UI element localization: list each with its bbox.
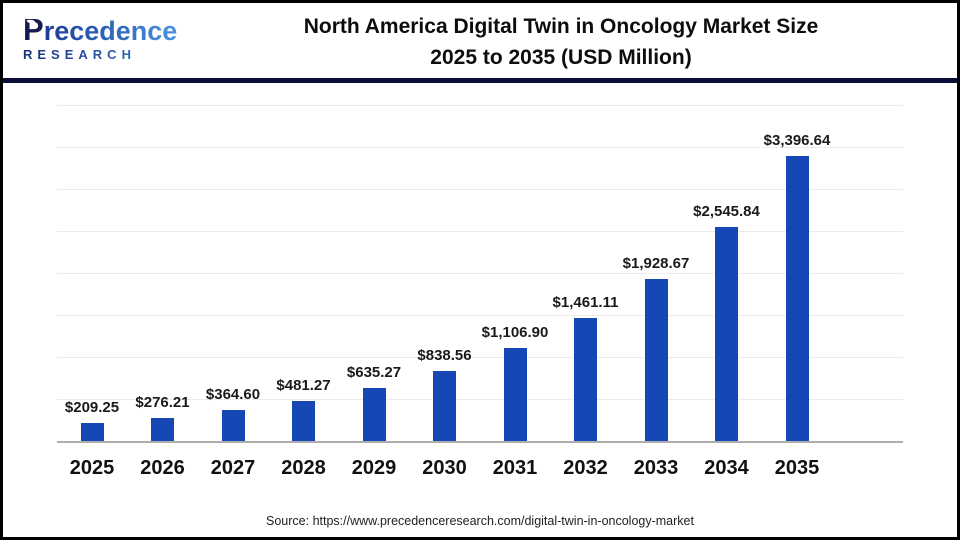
logo-wordmark-rest: recedence (43, 16, 178, 46)
header-separator (3, 78, 957, 83)
bar-value-label-2034: $2,545.84 (693, 203, 760, 221)
gridline (57, 147, 903, 148)
bar-2032 (574, 318, 597, 441)
x-axis-label-2033: 2033 (633, 457, 679, 479)
bar-2031 (503, 348, 527, 441)
bar-value-label-2032: $1,461.11 (552, 294, 619, 312)
logo-subtitle: RESEARCH (23, 48, 177, 61)
gridline (57, 357, 903, 358)
bar-value-label-2028: $481.27 (276, 376, 331, 394)
chart-region: $209.25 $276.21 $364.60 $481.27 $635.27 $838.… (3, 83, 957, 537)
source-attribution: Source: https://www.precedenceresearch.c… (266, 514, 694, 528)
gridline (57, 105, 903, 106)
precedence-research-logo: P recedence RESEARCH (23, 14, 177, 61)
x-axis-label-2032: 2032 (563, 457, 608, 479)
gridline (57, 399, 903, 400)
plot-area: $209.25 $276.21 $364.60 $481.27 $635.27 $838.… (57, 105, 903, 443)
page-title: North America Digital Twin in Oncology M… (173, 11, 949, 73)
bar-value-label-2025: $209.25 (64, 399, 120, 417)
bar-2034 (715, 227, 738, 441)
bar-2029 (362, 387, 386, 441)
bar-value-label-2035: $3,396.64 (763, 131, 831, 149)
gridline (57, 189, 903, 190)
header: P recedence RESEARCH North America Digit… (3, 3, 957, 78)
bar-2030 (433, 370, 456, 441)
x-axis-label-2027: 2027 (210, 457, 256, 479)
gridline (57, 273, 903, 274)
bar-value-label-2033: $1,928.67 (622, 255, 690, 272)
x-axis-label-2028: 2028 (281, 457, 326, 479)
bar-2033 (644, 279, 668, 441)
bar-value-label-2027: $364.60 (205, 386, 261, 404)
bar-2028 (292, 400, 315, 441)
x-axis-label-2030: 2030 (422, 457, 467, 479)
gridline (57, 315, 903, 316)
gridline (57, 231, 903, 232)
page-title-line1: North America Digital Twin in Oncology M… (303, 15, 819, 38)
logo-wordmark: P recedence (23, 14, 177, 45)
bar-2035 (785, 155, 809, 441)
bar-2027 (221, 410, 245, 441)
page-title-line2: 2025 to 2035 (USD Million) (430, 46, 692, 69)
bar-value-label-2026: $276.21 (135, 393, 190, 411)
bar-value-label-2029: $635.27 (346, 363, 402, 381)
x-axis-label-2025: 2025 (69, 457, 115, 479)
bar-2026 (151, 417, 174, 441)
x-axis-label-2029: 2029 (351, 457, 397, 479)
x-axis-label-2031: 2031 (492, 457, 538, 479)
bar-2025 (80, 423, 104, 441)
x-axis-label-2034: 2034 (704, 457, 749, 479)
logo-letter-p: P (23, 12, 44, 47)
bar-value-label-2030: $838.56 (417, 346, 472, 364)
x-axis-label-2035: 2035 (774, 457, 820, 479)
x-axis-label-2026: 2026 (140, 457, 185, 479)
bar-value-label-2031: $1,106.90 (481, 324, 549, 342)
